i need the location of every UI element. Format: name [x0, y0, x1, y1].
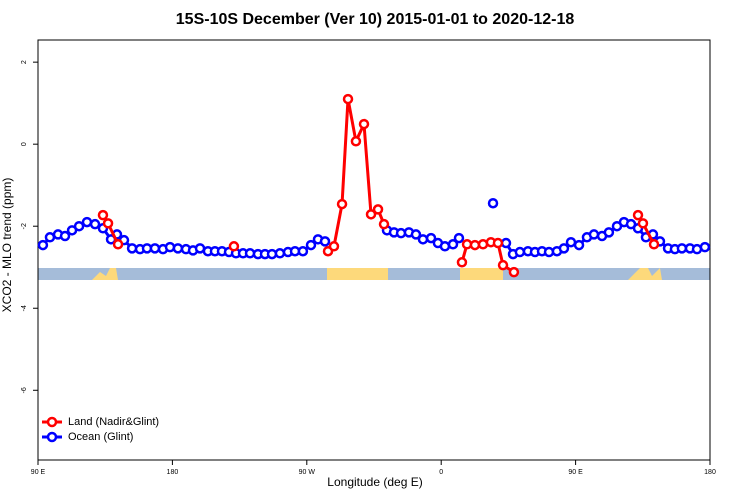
data-point [453, 232, 465, 244]
data-point [699, 241, 711, 253]
x-tick-label: 0 [439, 469, 443, 476]
data-point [565, 236, 577, 248]
data-point [102, 218, 114, 229]
data-point [59, 230, 71, 242]
mask-land [628, 268, 662, 280]
data-point [497, 259, 509, 271]
data-point [558, 243, 570, 254]
x-axis-label: Longitude (deg E) [327, 475, 422, 489]
data-point [81, 216, 93, 228]
data-point [73, 220, 85, 232]
data-point [305, 239, 317, 251]
chart-title: 15S-10S December (Ver 10) 2015-01-01 to … [176, 11, 575, 28]
data-point [297, 245, 309, 257]
data-point [172, 243, 184, 254]
data-point [648, 239, 660, 250]
data-point [342, 93, 354, 105]
data-point [112, 239, 124, 250]
mask-land [460, 268, 503, 280]
x-tick-label: 180 [167, 469, 179, 476]
data-point [439, 241, 451, 252]
mask-land [327, 268, 388, 280]
y-tick-label: 2 [21, 60, 28, 64]
data-point [676, 243, 688, 254]
data-point [637, 218, 649, 229]
data-point [350, 136, 362, 147]
data-point [274, 248, 286, 259]
x-tick-label: 90 E [568, 469, 583, 476]
x-tick-label: 90 W [299, 469, 316, 476]
data-point [37, 239, 49, 251]
data-point [365, 209, 377, 220]
data-point [447, 239, 459, 250]
data-point [328, 241, 340, 252]
data-point [632, 209, 644, 221]
data-point [487, 197, 499, 209]
x-tick-label: 180 [704, 469, 716, 476]
data-point [425, 232, 437, 244]
data-point [164, 241, 176, 253]
y-tick-label: -6 [21, 387, 28, 393]
data-point [603, 227, 615, 238]
mask-land [92, 268, 118, 280]
data-point [588, 229, 600, 240]
legend-label: Ocean (Glint) [68, 431, 133, 443]
data-point [469, 239, 481, 251]
legend-label: Land (Nadir&Glint) [68, 416, 159, 428]
data-point [89, 218, 101, 230]
data-point [149, 243, 161, 254]
data-point [500, 237, 512, 249]
data-point [492, 237, 504, 249]
data-point [97, 209, 109, 221]
legend-swatch-marker [46, 416, 58, 428]
x-tick-label: 90 E [31, 469, 46, 476]
data-point [417, 234, 429, 245]
land-mask [38, 268, 710, 280]
y-axis-label: XCO2 - MLO trend (ppm) [0, 178, 14, 313]
plot-frame [37, 39, 711, 461]
y-tick-label: 0 [21, 142, 28, 146]
y-tick-label: -2 [21, 223, 28, 229]
data-point [336, 198, 348, 210]
data-point [378, 218, 390, 230]
data-point [319, 236, 331, 247]
legend: Land (Nadir&Glint) Ocean (Glint) [42, 416, 159, 443]
data-point [44, 232, 56, 243]
y-tick-label: -4 [21, 305, 28, 311]
data-point [410, 229, 422, 240]
data-point [514, 246, 526, 258]
data-point [508, 266, 520, 278]
data-point [456, 257, 468, 268]
data-point [573, 239, 585, 251]
data-point [372, 204, 384, 215]
data-point [228, 241, 240, 252]
legend-swatch-marker [46, 431, 58, 443]
data-point [358, 118, 370, 130]
